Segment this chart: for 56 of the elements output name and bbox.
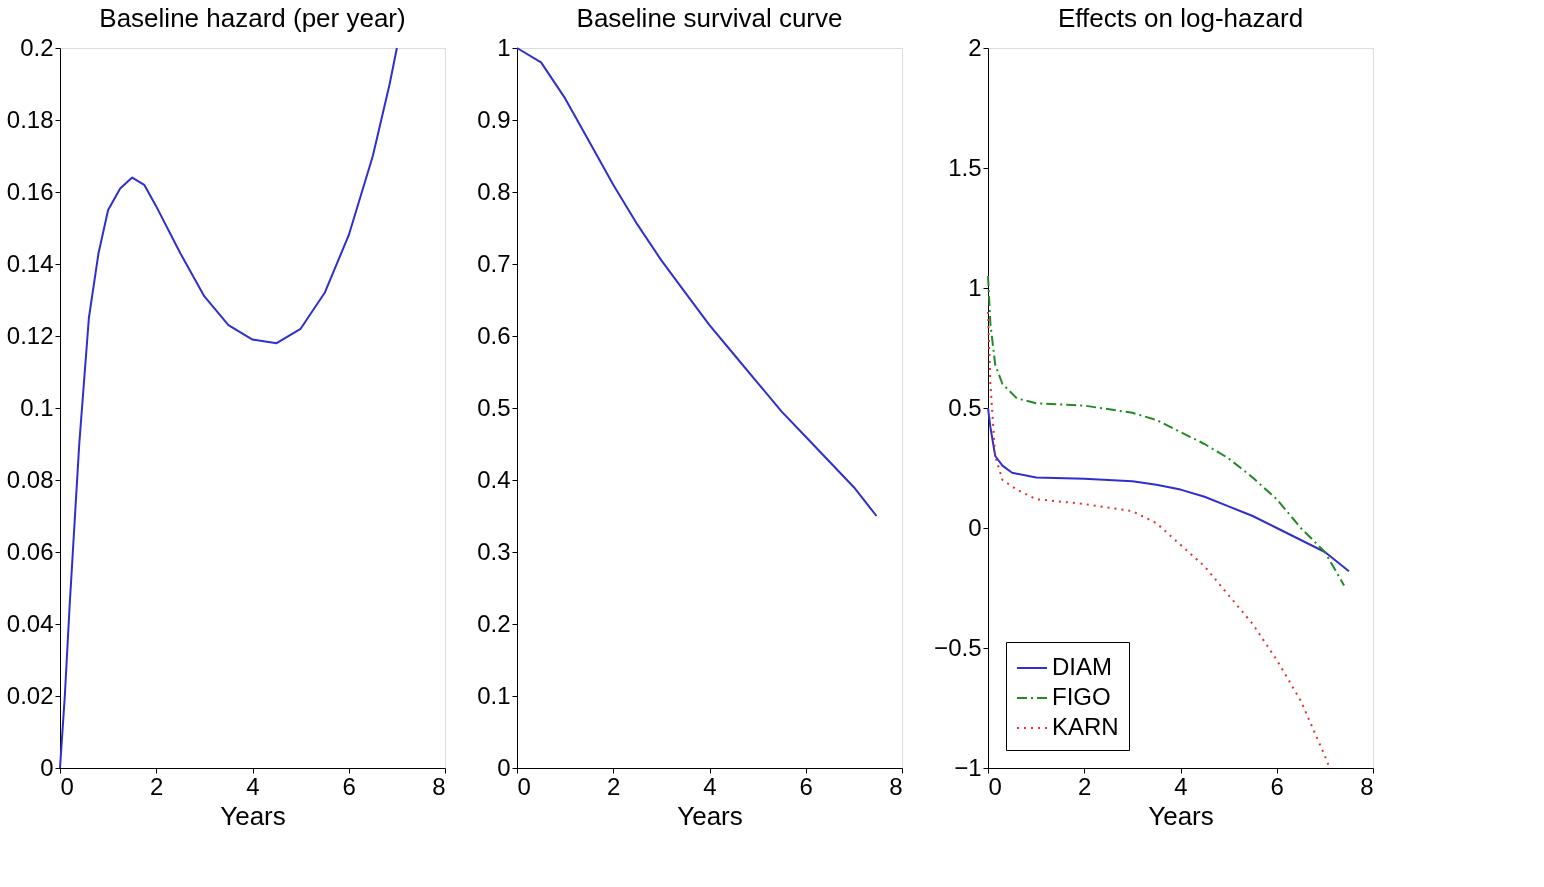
y-tick-label: 0.5 [948,393,982,421]
x-tick-label: 0 [988,772,1002,800]
y-tick-label: −0.5 [934,633,982,661]
y-tick-label: 0.06 [6,537,54,565]
y-tick-label: 0.08 [6,465,54,493]
y-tick-label: 1.5 [948,153,982,181]
x-axis-title: Years [677,800,743,831]
x-tick-label: 6 [342,772,356,800]
line-series [987,275,1346,587]
y-tick-label: 2 [968,33,982,61]
x-tick-label: 8 [432,772,446,800]
x-tick-label: 0 [517,772,531,800]
y-tick-label: 0 [497,753,511,781]
x-tick-label: 4 [1174,772,1188,800]
y-tick-label: 0.12 [6,321,54,349]
y-tick-label: 0.4 [477,465,511,493]
y-tick-label: 0.6 [477,321,511,349]
y-tick-label: 1 [497,33,511,61]
y-tick-label: 0.7 [477,249,511,277]
chart-title: Effects on log-hazard [1057,3,1304,33]
y-tick-label: 0.2 [477,609,511,637]
y-tick-label: 0.1 [477,681,511,709]
y-tick-label: 1 [968,273,982,301]
x-tick-label: 4 [246,772,260,800]
x-tick-label: 2 [607,772,621,800]
x-tick-label: 8 [889,772,903,800]
y-tick-label: 0.1 [20,393,54,421]
y-tick-label: 0.16 [6,177,54,205]
chart-title: Baseline survival curve [576,3,843,33]
legend-label: KARN [1052,713,1119,740]
x-tick-label: 8 [1360,772,1374,800]
y-tick-label: −1 [954,753,982,781]
x-axis-title: Years [220,800,286,831]
x-tick-label: 2 [150,772,164,800]
legend-label: FIGO [1052,683,1111,710]
y-tick-label: 0.5 [477,393,511,421]
x-tick-label: 0 [60,772,74,800]
x-tick-label: 6 [1270,772,1284,800]
y-tick-label: 0.02 [6,681,54,709]
line-series [987,407,1350,573]
y-tick-label: 0.9 [477,105,511,133]
y-tick-label: 0.8 [477,177,511,205]
x-tick-label: 6 [799,772,813,800]
y-tick-label: 0.04 [6,609,54,637]
line-series [516,47,878,517]
y-tick-label: 0.2 [20,33,54,61]
y-tick-label: 0.3 [477,537,511,565]
y-tick-label: 0 [968,513,982,541]
x-tick-label: 4 [703,772,717,800]
legend-label: DIAM [1052,653,1112,680]
y-tick-label: 0.18 [6,105,54,133]
x-tick-label: 2 [1078,772,1092,800]
x-axis-title: Years [1148,800,1214,831]
y-tick-label: 0 [40,753,54,781]
y-tick-label: 0.14 [6,249,54,277]
chart-title: Baseline hazard (per year) [99,3,406,33]
